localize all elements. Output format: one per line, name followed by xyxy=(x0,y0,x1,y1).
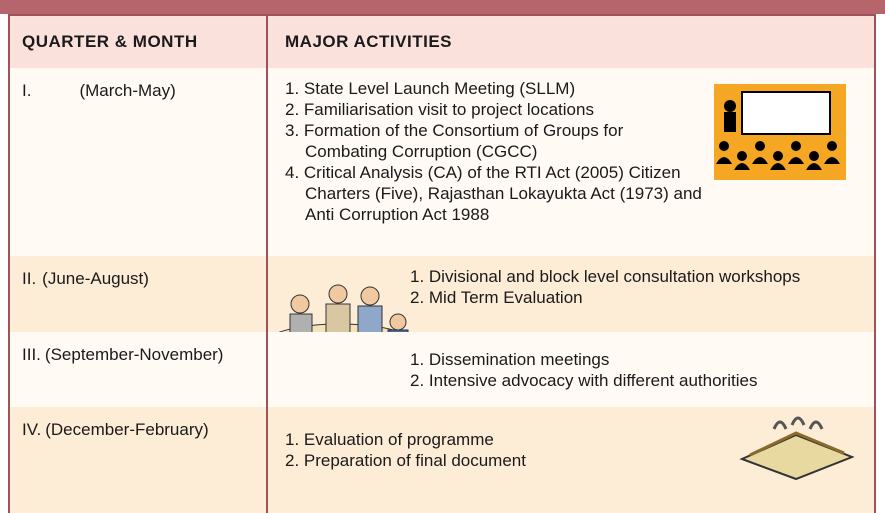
activity-list: 1. Divisional and block level consultati… xyxy=(410,266,874,308)
quarter-cell: I. (March-May) xyxy=(10,68,268,256)
quarter-cell: IV. (December-February) xyxy=(10,407,268,513)
activity-item: 4. Critical Analysis (CA) of the RTI Act… xyxy=(285,163,702,224)
classroom-clipart xyxy=(714,84,846,180)
quarter-numeral: IV. xyxy=(22,420,42,439)
quarter-cell: III. (September-November) xyxy=(10,332,268,407)
header-cell: QUARTER & MONTH xyxy=(10,16,268,68)
quarter-cell: II. (June-August) xyxy=(10,256,268,332)
activity-item: 3. Formation of the Consortium of Groups… xyxy=(285,121,624,161)
quarter-period: (September-November) xyxy=(44,345,224,364)
header-row: QUARTER & MONTH MAJOR ACTIVITIES xyxy=(8,14,876,70)
activity-item: 1. Evaluation of programme xyxy=(285,430,494,449)
activity-item: 1. Divisional and block level consultati… xyxy=(410,267,801,286)
header-text: QUARTER & MONTH xyxy=(22,32,198,51)
quarter-period: (March-May) xyxy=(79,81,176,100)
quarter-numeral: III. xyxy=(22,345,41,364)
quarter-numeral: II. xyxy=(22,269,37,288)
quarter-period: (December-February) xyxy=(45,420,209,439)
table-row: II. (June-August) 1. Divisional and block … xyxy=(8,256,876,369)
activities-cell: 1. State Level Launch Meeting (SLLM) 2. F… xyxy=(270,68,874,256)
activities-cell: 1. Evaluation of programme 2. Preparation… xyxy=(270,407,874,513)
activity-item: 2. Mid Term Evaluation xyxy=(410,288,583,307)
quarter-period: (June-August) xyxy=(42,269,149,288)
book-clipart xyxy=(739,416,855,481)
activity-list: 1. State Level Launch Meeting (SLLM) 2. F… xyxy=(285,78,874,225)
activities-cell: 1. Dissemination meetings 2. Intensive ad… xyxy=(270,332,874,407)
table-row: IV. (December-February) 1. Evaluation of p… xyxy=(8,407,876,513)
activities-cell: 1. Divisional and block level consultati… xyxy=(261,256,874,369)
top-band xyxy=(0,0,885,14)
activity-item: 2. Preparation of final document xyxy=(285,451,526,470)
activity-item: 2. Familiarisation visit to project loca… xyxy=(285,100,594,119)
quarter-numeral: I. xyxy=(22,81,32,100)
activity-list: 1. Dissemination meetings 2. Intensive ad… xyxy=(410,349,874,391)
activity-item: 1. Dissemination meetings xyxy=(410,350,610,369)
header-cell: MAJOR ACTIVITIES xyxy=(270,16,874,68)
activity-item: 1. State Level Launch Meeting (SLLM) xyxy=(285,79,576,98)
table-row: I. (March-May) 1. State Level Launch Meeti… xyxy=(8,68,876,258)
activity-list: 1. Evaluation of programme 2. Preparation… xyxy=(285,429,874,471)
header-text: MAJOR ACTIVITIES xyxy=(285,32,452,51)
table-row: III. (September-November) 1. Dissemination… xyxy=(8,332,876,409)
activity-item: 2. Intensive advocacy with different aut… xyxy=(410,371,758,390)
